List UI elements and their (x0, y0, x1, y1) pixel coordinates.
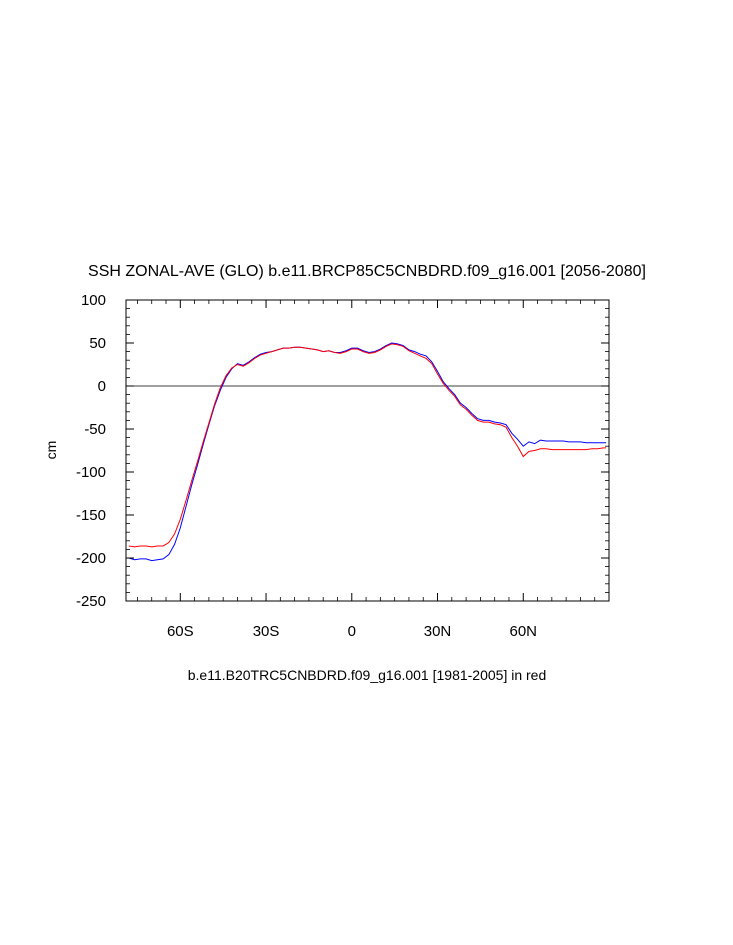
x-tick-label: 30N (424, 623, 452, 640)
y-axis-label: cm (43, 441, 59, 460)
x-tick-label: 0 (348, 623, 356, 640)
y-tick-label: -150 (76, 507, 106, 524)
x-tick-label: 60N (509, 623, 537, 640)
x-axis-caption: b.e11.B20TRC5CNBDRD.f09_g16.001 [1981-20… (188, 667, 547, 683)
y-tick-label: 100 (81, 292, 106, 309)
x-tick-label: 60S (167, 623, 194, 640)
y-tick-label: -100 (76, 464, 106, 481)
chart-title: SSH ZONAL-AVE (GLO) b.e11.BRCP85C5CNBDRD… (88, 263, 646, 280)
y-tick-label: -50 (84, 421, 106, 438)
plot-area: 100 50 0 -50 -100 -150 -200 -250 60S 30S 0 30N 60N (76, 292, 610, 640)
x-tick-label: 30S (253, 623, 280, 640)
y-tick-label: 0 (98, 378, 106, 395)
y-tick-label: -250 (76, 593, 106, 610)
y-tick-label: 50 (89, 335, 106, 352)
y-tick-label: -200 (76, 550, 106, 567)
plot-frame (125, 299, 610, 602)
series-line-1 (128, 343, 607, 548)
